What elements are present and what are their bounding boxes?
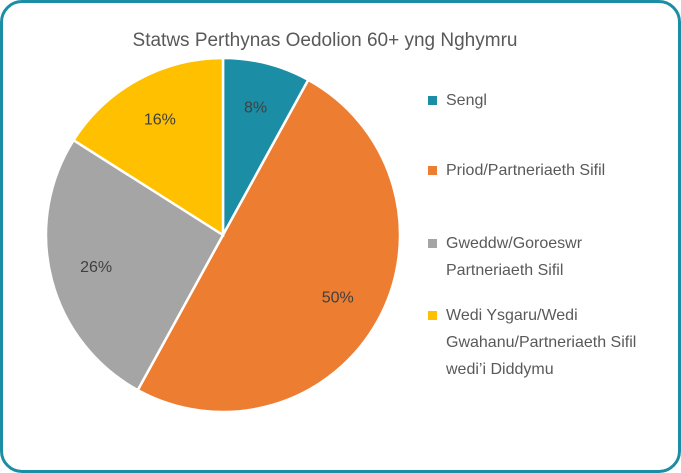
chart: Statws Perthynas Oedolion 60+ yng Nghymr… [44, 30, 518, 414]
legend-entry: Priod/Partneriaeth Sifil [428, 157, 663, 184]
legend-swatch [428, 311, 437, 320]
data-label: 26% [80, 259, 112, 276]
legend-label: Gweddw/Goroeswr Partneriaeth Sifil [446, 235, 583, 279]
data-label: 50% [322, 289, 354, 306]
data-label: 16% [144, 111, 176, 128]
legend-entry: Sengl [428, 87, 663, 114]
pie-slice [71, 56, 225, 238]
pie-slice [136, 78, 401, 414]
legend-swatch [428, 239, 437, 248]
legend-swatch [428, 166, 437, 175]
pie-slice [44, 138, 225, 392]
chart-title: Statws Perthynas Oedolion 60+ yng Nghymr… [133, 30, 518, 51]
pie-slice [221, 56, 310, 236]
legend-swatch [428, 96, 437, 105]
legend-label: Sengl [446, 92, 487, 109]
legend-entry: Wedi Ysgaru/Wedi Gwahanu/Partneriaeth Si… [428, 302, 663, 383]
legend-entry: Gweddw/Goroeswr Partneriaeth Sifil [428, 230, 663, 284]
legend-label: Wedi Ysgaru/Wedi Gwahanu/Partneriaeth Si… [446, 307, 637, 378]
legend-label: Priod/Partneriaeth Sifil [446, 162, 606, 179]
data-label: 8% [244, 99, 267, 116]
